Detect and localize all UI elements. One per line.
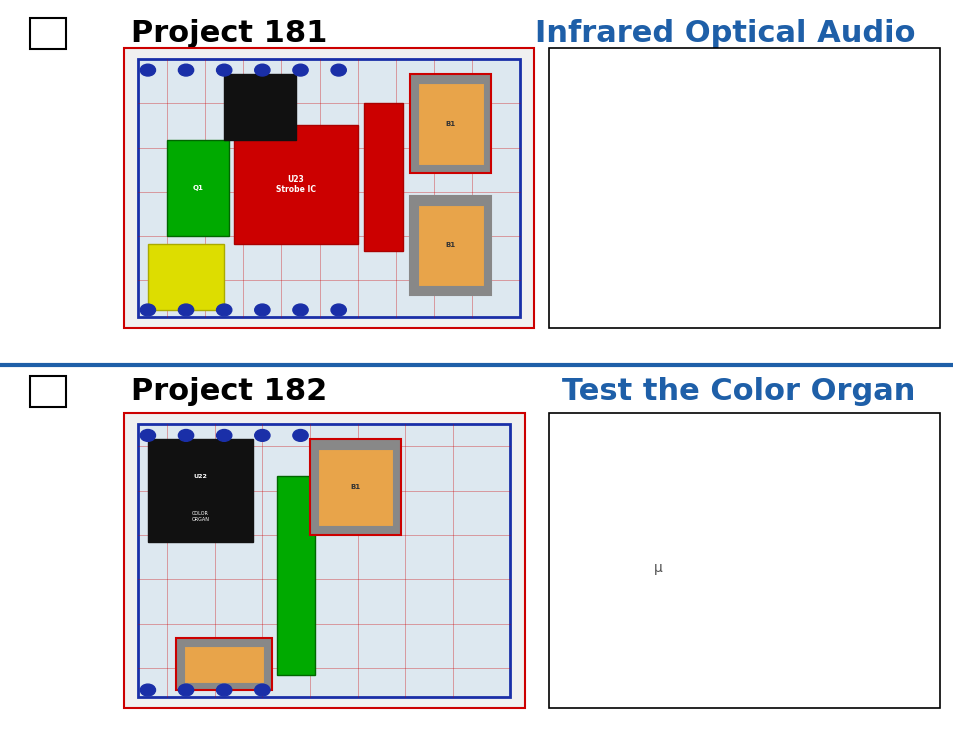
- FancyBboxPatch shape: [410, 196, 491, 295]
- Text: Infrared Optical Audio: Infrared Optical Audio: [535, 18, 915, 48]
- FancyBboxPatch shape: [138, 424, 510, 697]
- FancyBboxPatch shape: [548, 413, 939, 708]
- Text: Test the Color Organ: Test the Color Organ: [562, 376, 915, 406]
- FancyBboxPatch shape: [233, 125, 357, 244]
- Circle shape: [140, 304, 155, 316]
- FancyBboxPatch shape: [224, 74, 295, 140]
- Text: U22: U22: [193, 474, 207, 478]
- Circle shape: [178, 684, 193, 696]
- Circle shape: [293, 64, 308, 76]
- Circle shape: [216, 684, 232, 696]
- Circle shape: [140, 684, 155, 696]
- Circle shape: [216, 304, 232, 316]
- Circle shape: [216, 64, 232, 76]
- Text: Project 182: Project 182: [131, 376, 327, 406]
- FancyBboxPatch shape: [310, 439, 400, 535]
- Circle shape: [178, 304, 193, 316]
- FancyBboxPatch shape: [167, 140, 229, 236]
- Circle shape: [254, 64, 270, 76]
- Circle shape: [331, 304, 346, 316]
- FancyBboxPatch shape: [30, 18, 66, 49]
- Circle shape: [178, 64, 193, 76]
- FancyBboxPatch shape: [317, 449, 393, 526]
- Circle shape: [331, 64, 346, 76]
- FancyBboxPatch shape: [184, 646, 264, 683]
- Circle shape: [178, 430, 193, 441]
- FancyBboxPatch shape: [138, 59, 519, 317]
- FancyBboxPatch shape: [276, 476, 314, 675]
- Circle shape: [293, 304, 308, 316]
- FancyBboxPatch shape: [176, 638, 272, 690]
- FancyBboxPatch shape: [124, 413, 524, 708]
- Circle shape: [293, 430, 308, 441]
- FancyBboxPatch shape: [148, 439, 253, 542]
- Circle shape: [140, 430, 155, 441]
- Text: Project 181: Project 181: [131, 18, 327, 48]
- FancyBboxPatch shape: [548, 48, 939, 328]
- FancyBboxPatch shape: [417, 83, 483, 165]
- Circle shape: [216, 430, 232, 441]
- FancyBboxPatch shape: [364, 103, 402, 251]
- Text: COLOR
ORGAN: COLOR ORGAN: [192, 511, 209, 522]
- Text: μ: μ: [653, 562, 662, 575]
- Text: B1: B1: [445, 242, 456, 249]
- Text: Q1: Q1: [193, 185, 204, 191]
- FancyBboxPatch shape: [30, 376, 66, 407]
- Circle shape: [254, 430, 270, 441]
- Text: B1: B1: [350, 484, 360, 490]
- FancyBboxPatch shape: [148, 244, 224, 310]
- FancyBboxPatch shape: [410, 74, 491, 173]
- FancyBboxPatch shape: [417, 205, 483, 286]
- Circle shape: [254, 684, 270, 696]
- Circle shape: [254, 304, 270, 316]
- Text: U23
Strobe IC: U23 Strobe IC: [275, 175, 315, 194]
- Text: B1: B1: [445, 120, 456, 127]
- Circle shape: [140, 64, 155, 76]
- FancyBboxPatch shape: [124, 48, 534, 328]
